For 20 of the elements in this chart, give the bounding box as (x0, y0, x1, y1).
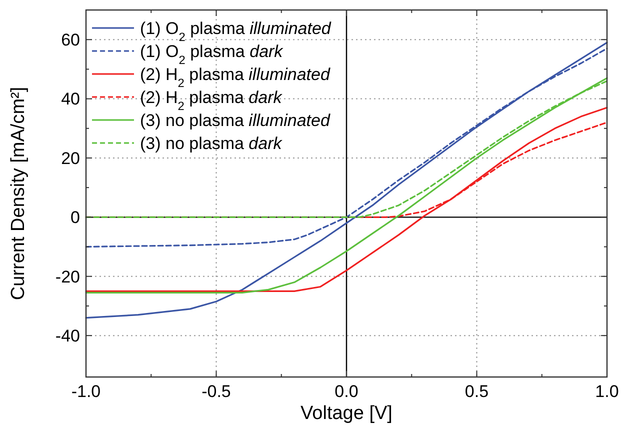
x-tick-label: 0.0 (334, 382, 358, 401)
y-tick-label: 40 (61, 90, 80, 109)
legend-label: (2) H$_{2}$ plasma dark (140, 88, 284, 113)
y-tick-label: -40 (55, 326, 80, 346)
x-tick-label: 0.5 (464, 382, 489, 401)
x-tick-label: -1.0 (71, 382, 101, 401)
y-axis-title: Current Density [mA/cm²] (8, 86, 29, 300)
x-tick-label: 1.0 (595, 382, 619, 401)
line-series (85, 42, 608, 319)
legend-label: (2) H$_{2}$ plasma illuminated (140, 65, 330, 90)
y-tick-label: 20 (61, 148, 80, 168)
legend-label: (1) O$_{2}$ plasma dark (140, 42, 284, 67)
y-tick-label: 0 (70, 208, 80, 228)
legend-label: (3) no plasma illuminated (140, 111, 330, 130)
legend-label: (1) O$_{2}$ plasma illuminated (140, 19, 332, 44)
legend-label: (3) no plasma dark (140, 134, 284, 153)
y-tick-label: -20 (55, 267, 80, 286)
y-tick-label: 60 (61, 30, 80, 50)
x-tick-label: -0.5 (202, 382, 231, 401)
x-axis-title: Voltage [V] (300, 403, 392, 424)
